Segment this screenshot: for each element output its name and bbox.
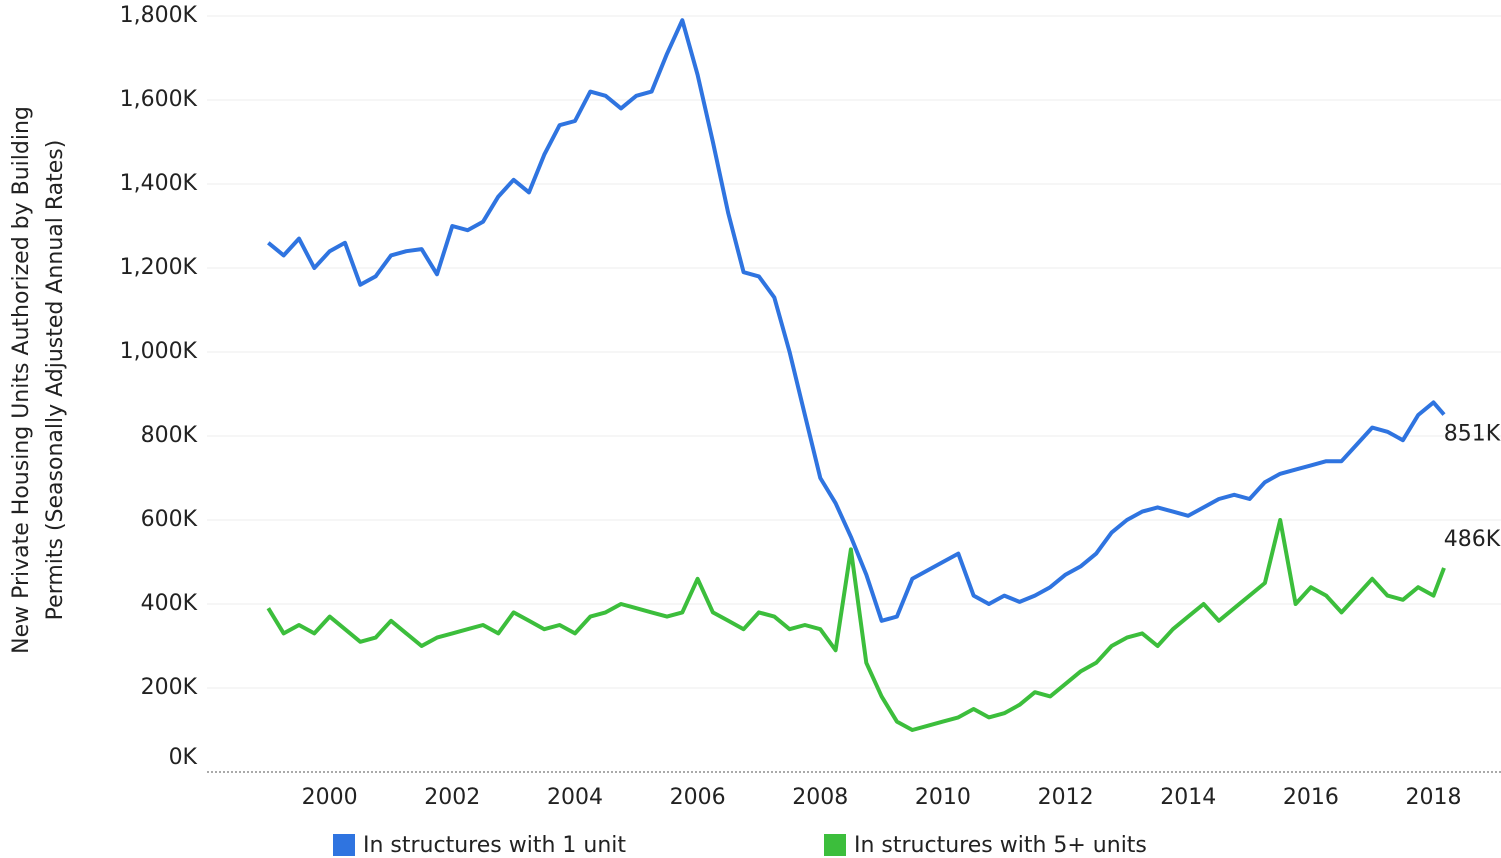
end-label: 486K <box>1444 527 1501 552</box>
y-axis-title: New Private Housing Units Authorized by … <box>9 106 68 654</box>
x-tick-label: 2000 <box>302 785 358 810</box>
x-tick-label: 2014 <box>1160 785 1216 810</box>
x-tick-label: 2018 <box>1406 785 1462 810</box>
legend-label: In structures with 5+ units <box>854 833 1147 858</box>
y-tick-label: 800K <box>141 423 198 448</box>
series-line <box>267 18 1446 623</box>
x-tick-label: 2008 <box>792 785 848 810</box>
legend-label: In structures with 1 unit <box>363 833 626 858</box>
end-label: 851K <box>1444 422 1501 447</box>
series-line <box>266 518 1446 732</box>
x-tick-label: 2016 <box>1283 785 1339 810</box>
y-tick-label: 1,800K <box>120 3 198 28</box>
y-tick-label: 1,600K <box>120 87 198 112</box>
y-axis-title-line: New Private Housing Units Authorized by … <box>9 106 34 654</box>
x-tick-label: 2004 <box>547 785 603 810</box>
legend-swatch <box>333 834 355 856</box>
y-tick-label: 1,200K <box>120 255 198 280</box>
x-tick-label: 2012 <box>1038 785 1094 810</box>
x-tick-label: 2006 <box>670 785 726 810</box>
y-tick-label: 200K <box>141 675 198 700</box>
x-tick-label: 2002 <box>424 785 480 810</box>
y-tick-label: 1,000K <box>120 339 198 364</box>
y-tick-label: 0K <box>169 745 198 770</box>
y-tick-label: 600K <box>141 507 198 532</box>
y-tick-label: 1,400K <box>120 171 198 196</box>
y-tick-label: 400K <box>141 591 198 616</box>
y-axis-title-line: Permits (Seasonally Adjusted Annual Rate… <box>43 140 68 621</box>
x-tick-label: 2010 <box>915 785 971 810</box>
legend-swatch <box>824 834 846 856</box>
